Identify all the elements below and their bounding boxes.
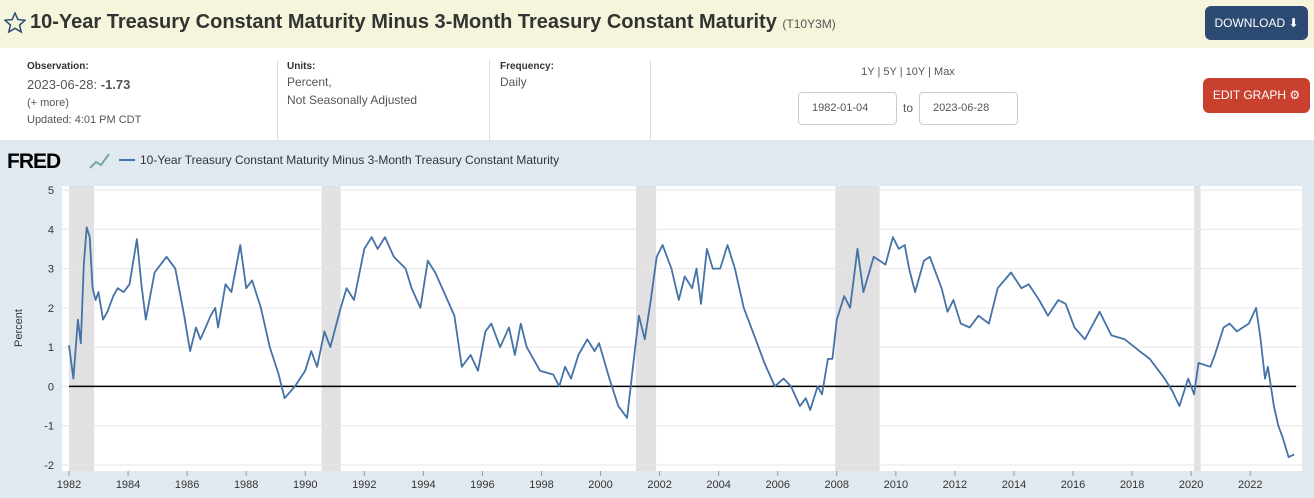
x-tick-label: 2016: [1061, 479, 1085, 491]
range-link[interactable]: 10Y: [905, 66, 926, 78]
y-tick-label: 4: [48, 224, 54, 236]
x-tick-label: 2000: [588, 479, 612, 491]
series-line: [68, 226, 1295, 458]
x-tick-label: 1982: [57, 479, 81, 491]
y-tick-label: 3: [48, 264, 54, 276]
to-label: to: [903, 101, 914, 115]
y-tick-label: 0: [48, 381, 54, 393]
x-tick-label: 1990: [293, 479, 317, 491]
updated-time: Updated: 4:01 PM CDT: [27, 114, 142, 126]
observation-date: 2023-06-28:: [27, 77, 98, 92]
x-tick-label: 2014: [1002, 479, 1026, 491]
recession-band: [1194, 186, 1201, 471]
fred-logo: FRED: [7, 150, 61, 173]
download-label: DOWNLOAD: [1214, 16, 1286, 30]
x-tick-label: 1992: [352, 479, 376, 491]
divider: [277, 60, 278, 140]
x-tick-label: 2008: [825, 479, 849, 491]
units-value: Percent,: [287, 75, 332, 89]
chart: FRED 10-Year Treasury Constant Maturity …: [0, 140, 1314, 498]
end-date-input[interactable]: 2023-06-28: [919, 92, 1018, 125]
favorite-star[interactable]: [4, 12, 26, 34]
edit-label: EDIT GRAPH: [1212, 88, 1287, 102]
frequency-value: Daily: [500, 75, 527, 89]
legend-label: 10-Year Treasury Constant Maturity Minus…: [140, 153, 559, 167]
y-tick-label: -1: [44, 421, 54, 433]
x-tick-label: 2012: [943, 479, 967, 491]
y-tick-label: 2: [48, 303, 54, 315]
range-link[interactable]: 5Y: [883, 66, 897, 78]
x-tick-label: 2006: [765, 479, 789, 491]
recession-band: [835, 186, 880, 471]
x-tick-label: 1986: [175, 479, 199, 491]
range-link[interactable]: Max: [934, 66, 955, 78]
download-button[interactable]: DOWNLOAD ⬇: [1205, 6, 1308, 40]
start-date-input[interactable]: 1982-01-04: [798, 92, 897, 125]
units-value: Not Seasonally Adjusted: [287, 93, 418, 107]
y-tick-label: 5: [48, 185, 54, 197]
x-tick-label: 1988: [234, 479, 258, 491]
x-tick-label: 1998: [529, 479, 553, 491]
x-tick-label: 1994: [411, 479, 435, 491]
logo-icon: [89, 153, 110, 169]
recession-band: [321, 186, 341, 471]
x-tick-label: 1996: [470, 479, 494, 491]
series-title: 10-Year Treasury Constant Maturity Minus…: [30, 11, 836, 34]
y-axis-label: Percent: [13, 309, 25, 347]
range-link[interactable]: 1Y: [861, 66, 875, 78]
plot-background: [62, 186, 1302, 471]
x-tick-label: 2022: [1238, 479, 1262, 491]
y-tick-label: -2: [44, 460, 54, 472]
frequency-label: Frequency:: [500, 61, 554, 72]
title-text: 10-Year Treasury Constant Maturity Minus…: [30, 11, 777, 33]
range-links: 1Y | 5Y | 10Y | Max: [861, 66, 955, 78]
x-tick-label: 2002: [647, 479, 671, 491]
series-id: (T10Y3M): [782, 17, 836, 31]
x-tick-label: 1984: [116, 479, 140, 491]
x-tick-label: 2018: [1120, 479, 1144, 491]
header-bar: [0, 0, 1314, 48]
observation-value: -1.73: [100, 77, 131, 92]
x-tick-label: 2004: [706, 479, 730, 491]
more-link[interactable]: (+ more): [27, 97, 69, 109]
divider: [650, 60, 651, 140]
x-tick-label: 2020: [1179, 479, 1203, 491]
y-tick-label: 1: [48, 342, 54, 354]
observation-label: Observation:: [27, 61, 89, 72]
divider: [489, 60, 490, 140]
units-label: Units:: [287, 61, 316, 72]
x-tick-label: 2010: [884, 479, 908, 491]
edit-graph-button[interactable]: EDIT GRAPH ⚙: [1203, 78, 1310, 113]
